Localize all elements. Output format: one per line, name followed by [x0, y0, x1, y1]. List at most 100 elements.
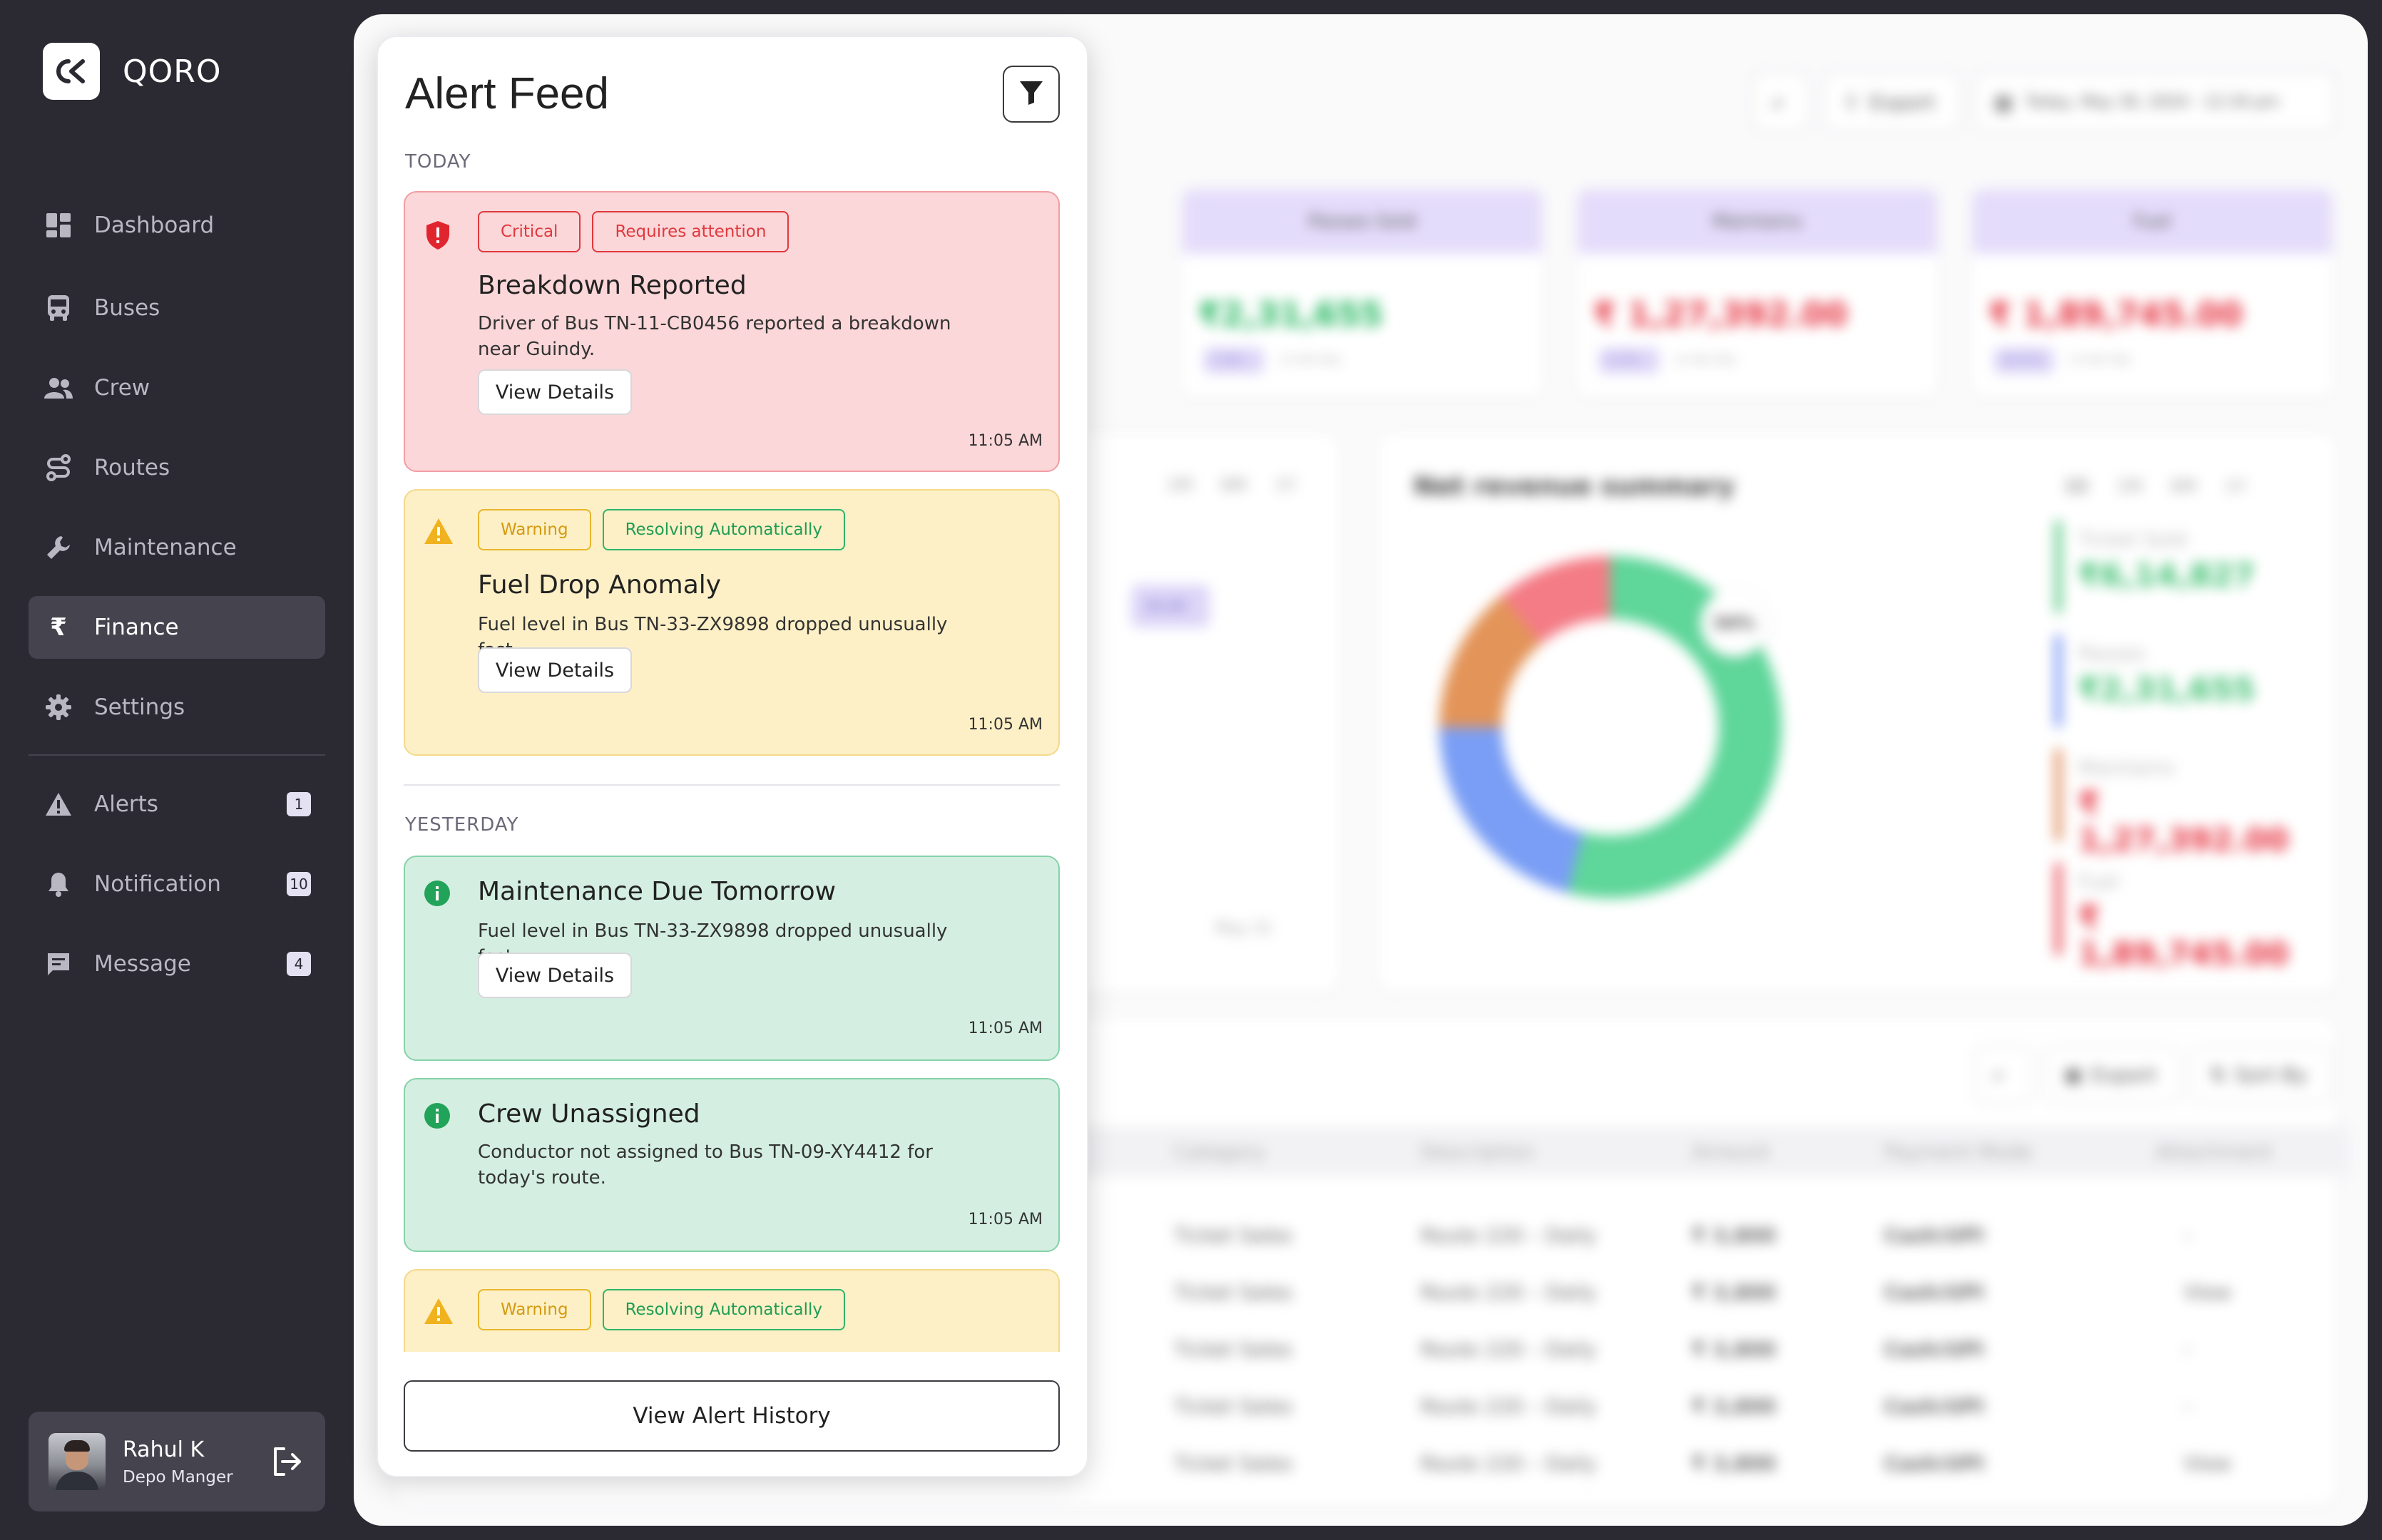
alert-card-fuel-drop[interactable]: Warning Resolving Automatically Fuel Dro… [404, 489, 1060, 756]
sidebar-item-label: Finance [94, 615, 179, 640]
notification-count-badge: 10 [287, 872, 311, 896]
view-alert-history-button[interactable]: View Alert History [404, 1380, 1060, 1452]
alert-card-breakdown[interactable]: Critical Requires attention Breakdown Re… [404, 191, 1060, 472]
view-details-button[interactable]: View Details [478, 953, 632, 998]
tag-resolving-automatically: Resolving Automatically [602, 509, 846, 550]
routes-icon [44, 453, 73, 482]
tab-1y[interactable]: 1Y [2224, 476, 2246, 496]
sort-by-button[interactable]: ⇅ Sort By [2191, 1045, 2331, 1104]
date-picker[interactable]: ▦ Today, May 30, 2024 - 12:34 pm [1975, 73, 2335, 131]
view-details-button[interactable]: View Details [478, 647, 632, 693]
donut-segment-passes [1439, 726, 1585, 893]
sidebar-item-dashboard[interactable]: Dashboard [29, 194, 325, 257]
user-profile-card[interactable]: Rahul K Depo Manger [29, 1412, 325, 1511]
tab-6m[interactable]: 6M [2170, 476, 2197, 496]
alert-feed-panel: Alert Feed TODAY Critical Requires atten… [377, 36, 1088, 1477]
export-icon: ▣ [2064, 1062, 2083, 1087]
alert-card-maintenance-due[interactable]: Maintenance Due Tomorrow Fuel level in B… [404, 856, 1060, 1061]
table-cell[interactable]: View [2184, 1280, 2232, 1304]
tag-resolving-automatically: Resolving Automatically [602, 1289, 846, 1330]
table-cell[interactable]: View [2184, 1451, 2232, 1475]
dashboard-icon [44, 211, 73, 240]
column-header[interactable]: Amount [1692, 1139, 1771, 1164]
user-role: Depo Manger [123, 1467, 233, 1487]
alert-time: 11:05 AM [968, 432, 1043, 450]
shield-alert-icon [424, 220, 452, 250]
tab-1m[interactable]: 1M [2116, 476, 2142, 496]
date-label: Today, May 30, 2024 - 12:34 pm [2025, 93, 2280, 111]
table-export-label: Export [2091, 1062, 2157, 1087]
sidebar-item-routes[interactable]: Routes [29, 436, 325, 499]
search-button[interactable]: ⌕ [1753, 73, 1809, 131]
alert-card-warning[interactable]: Warning Resolving Automatically [404, 1269, 1060, 1352]
section-label-yesterday: YESTERDAY [405, 814, 519, 836]
sidebar-item-label: Settings [94, 694, 185, 720]
stat-change-badge: 7.8% [1204, 348, 1264, 374]
chart-x-label: May 31 [1215, 920, 1273, 938]
tab-1m[interactable]: 1M [1167, 475, 1192, 495]
alert-card-crew-unassigned[interactable]: Crew Unassigned Conductor not assigned t… [404, 1078, 1060, 1252]
sidebar-item-buses[interactable]: Buses [29, 277, 325, 339]
table-row: Ticket Sales Route 220 – Daily ₹ 3,800 Cash… [397, 1320, 2351, 1377]
sidebar-item-settings[interactable]: Settings [29, 676, 325, 739]
chart-tabs: 1M 6M 1Y [1167, 475, 1297, 495]
tab-1y[interactable]: 1Y [1274, 475, 1297, 495]
table-cell: Route 220 – Daily [1421, 1280, 1597, 1304]
sidebar-item-label: Buses [94, 295, 160, 321]
table-cell: Route 220 – Daily [1421, 1223, 1597, 1247]
table-cell: - [2184, 1337, 2192, 1361]
legend-value: ₹6,14,827 [2078, 558, 2255, 594]
alert-title: Fuel Drop Anomaly [478, 570, 722, 600]
alert-description: Driver of Bus TN-11-CB0456 reported a br… [478, 313, 951, 360]
revenue-tabs: 1D 1M 6M 1Y [2064, 476, 2246, 496]
sidebar-item-notification[interactable]: Notification 10 [29, 853, 325, 915]
alert-title: Breakdown Reported [478, 271, 747, 300]
stat-card-maintains: Maintains ₹ 1,27,392.00 2.3% vs last day [1578, 190, 1937, 396]
section-label-today: TODAY [405, 151, 471, 173]
stat-value: ₹ 1,89,745.00 [1988, 295, 2243, 334]
warning-icon [44, 790, 73, 818]
donut-segment-ticket-sold [1568, 556, 1782, 898]
legend-item-ticket-sold: Ticket Sold ₹6,14,827 [2055, 520, 2298, 613]
legend-label: Fuel [2078, 870, 2120, 893]
warning-icon [424, 518, 453, 546]
sidebar-item-finance[interactable]: ₹ Finance [29, 596, 325, 659]
sidebar-item-label: Routes [94, 455, 170, 481]
app-logo[interactable]: QORO [43, 43, 221, 100]
sidebar-item-alerts[interactable]: Alerts 1 [29, 773, 325, 836]
column-header[interactable]: Category [1174, 1139, 1265, 1164]
sidebar-item-message[interactable]: Message 4 [29, 933, 325, 995]
table-search-button[interactable]: ⌕ [1974, 1045, 2034, 1104]
tab-1d[interactable]: 1D [2064, 476, 2088, 496]
export-button[interactable]: ⇪ Export [1824, 73, 1960, 131]
sidebar-item-maintenance[interactable]: Maintenance [29, 516, 325, 579]
tag-warning: Warning [478, 509, 591, 550]
table-cell: Ticket Sales [1174, 1223, 1293, 1247]
tab-6m[interactable]: 6M [1220, 475, 1247, 495]
alert-feed-title: Alert Feed [405, 69, 610, 118]
filter-button[interactable] [1003, 66, 1060, 123]
stat-change-badge: 10.5% [1994, 348, 2054, 374]
table-export-button[interactable]: ▣ Export [2045, 1045, 2181, 1104]
stat-value: ₹2,31,655 [1198, 295, 1383, 334]
chart-tooltip: 45.00 [1131, 585, 1210, 627]
donut-segment-maintains [1439, 595, 1542, 729]
legend-item-fuel: Fuel ₹ 1,89,745.00 [2055, 863, 2298, 972]
table-cell: - [2184, 1223, 2192, 1247]
message-count-badge: 4 [287, 952, 311, 976]
alert-time: 11:05 AM [968, 1211, 1043, 1228]
logout-icon[interactable] [270, 1444, 304, 1482]
stat-card-fuel: Fuel ₹ 1,89,745.00 10.5% vs last day [1973, 190, 2332, 396]
legend-value: ₹ 1,89,745.00 [2078, 900, 2289, 972]
table-cell: ₹ 3,800 [1692, 1280, 1776, 1304]
bus-icon [44, 294, 73, 322]
table-cell: ₹ 3,800 [1692, 1337, 1776, 1361]
sidebar-item-crew[interactable]: Crew [29, 356, 325, 419]
alert-title: Crew Unassigned [478, 1099, 700, 1129]
table-cell: Route 220 – Daily [1421, 1451, 1597, 1475]
table-row: Ticket Sales Route 220 – Daily ₹ 3,800 Cash… [397, 1434, 2351, 1492]
view-details-button[interactable]: View Details [478, 369, 632, 415]
alert-feed-scroll-area[interactable]: Alert Feed TODAY Critical Requires atten… [378, 37, 1088, 1352]
alerts-count-badge: 1 [287, 792, 311, 816]
donut-segment-fuel [1501, 556, 1612, 645]
